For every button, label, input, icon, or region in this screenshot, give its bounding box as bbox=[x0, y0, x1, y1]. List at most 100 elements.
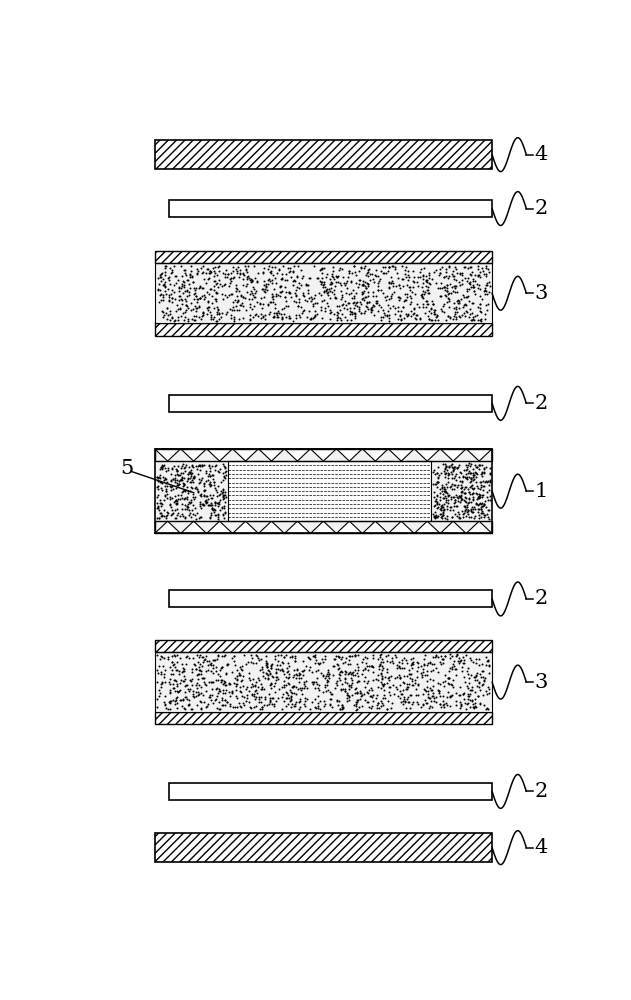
Point bbox=[218, 685, 228, 701]
Point bbox=[158, 309, 168, 325]
Point bbox=[177, 280, 187, 296]
Point bbox=[471, 491, 481, 507]
Point bbox=[211, 285, 221, 301]
Point bbox=[301, 277, 311, 293]
Point bbox=[206, 463, 216, 479]
Point bbox=[474, 489, 484, 505]
Point bbox=[449, 477, 459, 493]
Point bbox=[447, 283, 457, 299]
Point bbox=[218, 697, 228, 713]
Point bbox=[350, 667, 360, 683]
Point bbox=[456, 653, 466, 669]
Point bbox=[459, 655, 469, 671]
Point bbox=[326, 268, 336, 284]
Point bbox=[350, 297, 360, 313]
Point bbox=[251, 655, 261, 671]
Point bbox=[168, 277, 179, 293]
Point bbox=[232, 294, 242, 310]
Point bbox=[430, 466, 440, 482]
Point bbox=[215, 276, 225, 292]
Point bbox=[386, 269, 396, 285]
Point bbox=[299, 662, 309, 678]
Point bbox=[432, 309, 442, 325]
Point bbox=[446, 464, 456, 480]
Point bbox=[433, 469, 443, 485]
Point bbox=[428, 672, 439, 688]
Point bbox=[454, 488, 464, 504]
Point bbox=[160, 696, 170, 712]
Point bbox=[470, 457, 480, 473]
Point bbox=[476, 474, 486, 490]
Point bbox=[223, 287, 233, 303]
Point bbox=[323, 668, 333, 684]
Point bbox=[174, 666, 184, 682]
Point bbox=[251, 283, 261, 299]
Point bbox=[223, 266, 233, 282]
Point bbox=[185, 681, 195, 697]
Polygon shape bbox=[388, 521, 414, 533]
Point bbox=[446, 676, 456, 692]
Point bbox=[188, 301, 198, 317]
Point bbox=[283, 660, 293, 676]
Point bbox=[195, 509, 205, 525]
Point bbox=[333, 307, 343, 323]
Point bbox=[397, 271, 407, 287]
Point bbox=[336, 699, 346, 715]
Point bbox=[382, 701, 392, 717]
Point bbox=[262, 282, 272, 298]
Point bbox=[283, 675, 293, 691]
Point bbox=[209, 504, 219, 520]
Point bbox=[245, 700, 256, 716]
Point bbox=[294, 667, 304, 683]
Point bbox=[241, 656, 251, 672]
Point bbox=[266, 675, 276, 691]
Point bbox=[203, 284, 213, 300]
Point bbox=[182, 283, 192, 299]
Point bbox=[353, 279, 363, 295]
Point bbox=[474, 651, 484, 667]
Point bbox=[368, 650, 378, 666]
Point bbox=[165, 303, 175, 319]
Point bbox=[309, 258, 319, 274]
Point bbox=[484, 511, 494, 527]
Point bbox=[168, 672, 179, 688]
Point bbox=[212, 306, 222, 322]
Point bbox=[459, 685, 469, 701]
Point bbox=[409, 274, 419, 290]
Point bbox=[368, 659, 378, 675]
Point bbox=[322, 672, 332, 688]
Point bbox=[161, 471, 171, 487]
Point bbox=[220, 674, 230, 690]
Point bbox=[469, 669, 480, 685]
Point bbox=[420, 278, 430, 294]
Point bbox=[390, 261, 400, 277]
Point bbox=[160, 471, 170, 487]
Point bbox=[295, 262, 305, 278]
Point bbox=[177, 472, 187, 488]
Point bbox=[481, 474, 492, 490]
Polygon shape bbox=[362, 521, 388, 533]
Point bbox=[182, 300, 192, 316]
Point bbox=[276, 689, 286, 705]
Point bbox=[424, 270, 434, 286]
Point bbox=[363, 264, 373, 280]
Point bbox=[155, 470, 165, 486]
Point bbox=[186, 258, 196, 274]
Point bbox=[450, 280, 460, 296]
Point bbox=[440, 288, 451, 304]
Point bbox=[464, 484, 474, 500]
Point bbox=[194, 280, 204, 296]
Point bbox=[189, 491, 199, 507]
Point bbox=[182, 479, 192, 495]
Point bbox=[220, 460, 230, 476]
Polygon shape bbox=[414, 449, 440, 461]
Point bbox=[209, 278, 219, 294]
Point bbox=[430, 306, 440, 322]
Point bbox=[413, 687, 423, 703]
Point bbox=[200, 651, 210, 667]
Point bbox=[179, 663, 189, 679]
Point bbox=[484, 657, 494, 673]
Point bbox=[463, 260, 473, 276]
Point bbox=[206, 663, 216, 679]
Polygon shape bbox=[440, 521, 466, 533]
